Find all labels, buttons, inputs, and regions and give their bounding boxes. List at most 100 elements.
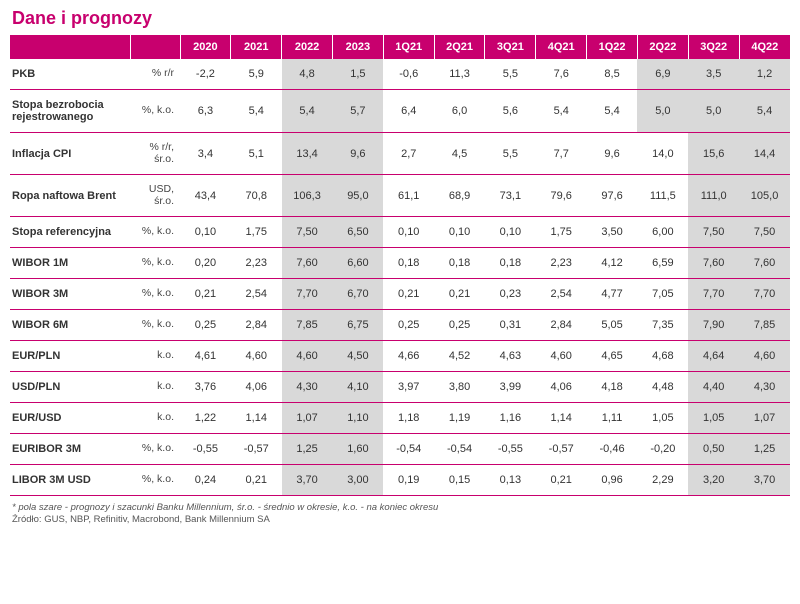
data-cell: -0,46 (587, 434, 638, 465)
data-cell: 4,8 (282, 59, 333, 90)
data-cell: 6,59 (637, 248, 688, 279)
footnote-source: Źródło: GUS, NBP, Refinitiv, Macrobond, … (12, 514, 270, 525)
data-cell: 1,19 (434, 403, 485, 434)
data-cell: 3,99 (485, 372, 536, 403)
data-cell: -2,2 (180, 59, 231, 90)
data-cell: 1,07 (282, 403, 333, 434)
data-cell: 79,6 (536, 175, 587, 217)
data-cell: 0,21 (536, 465, 587, 496)
data-cell: 2,84 (536, 310, 587, 341)
data-cell: 0,18 (383, 248, 434, 279)
data-cell: 4,60 (282, 341, 333, 372)
data-cell: -0,20 (637, 434, 688, 465)
header-col: 2023 (332, 35, 383, 59)
data-cell: 5,4 (587, 90, 638, 133)
data-cell: 2,84 (231, 310, 282, 341)
data-cell: 4,30 (282, 372, 333, 403)
data-cell: 6,0 (434, 90, 485, 133)
data-cell: 0,23 (485, 279, 536, 310)
data-cell: 3,20 (688, 465, 739, 496)
data-cell: 6,50 (332, 217, 383, 248)
data-cell: 2,54 (231, 279, 282, 310)
table-row: EUR/USDk.o.1,221,141,071,101,181,191,161… (10, 403, 790, 434)
data-cell: 4,61 (180, 341, 231, 372)
data-cell: 11,3 (434, 59, 485, 90)
header-col: 3Q21 (485, 35, 536, 59)
row-unit: USD, śr.o. (130, 175, 180, 217)
data-cell: -0,6 (383, 59, 434, 90)
table-row: EUR/PLNk.o.4,614,604,604,504,664,524,634… (10, 341, 790, 372)
data-cell: 6,4 (383, 90, 434, 133)
data-cell: 2,7 (383, 133, 434, 175)
row-unit: %, k.o. (130, 465, 180, 496)
data-cell: 97,6 (587, 175, 638, 217)
data-cell: 2,23 (536, 248, 587, 279)
data-cell: 0,10 (383, 217, 434, 248)
data-cell: 3,76 (180, 372, 231, 403)
row-label: WIBOR 6M (10, 310, 130, 341)
data-cell: 105,0 (739, 175, 790, 217)
data-cell: 4,60 (536, 341, 587, 372)
row-unit: % r/r (130, 59, 180, 90)
data-cell: 4,68 (637, 341, 688, 372)
data-cell: 0,13 (485, 465, 536, 496)
header-row: 20202021202220231Q212Q213Q214Q211Q222Q22… (10, 35, 790, 59)
data-cell: 1,10 (332, 403, 383, 434)
data-cell: 1,75 (231, 217, 282, 248)
data-cell: 0,31 (485, 310, 536, 341)
data-cell: 4,63 (485, 341, 536, 372)
data-cell: 14,0 (637, 133, 688, 175)
data-cell: 5,4 (231, 90, 282, 133)
data-cell: 13,4 (282, 133, 333, 175)
data-cell: 1,14 (536, 403, 587, 434)
page-title: Dane i prognozy (10, 6, 790, 35)
data-cell: 4,12 (587, 248, 638, 279)
data-cell: 5,5 (485, 59, 536, 90)
data-cell: 5,9 (231, 59, 282, 90)
data-cell: 5,1 (231, 133, 282, 175)
table-row: WIBOR 3M%, k.o.0,212,547,706,700,210,210… (10, 279, 790, 310)
data-cell: -0,57 (536, 434, 587, 465)
data-cell: 1,05 (688, 403, 739, 434)
data-cell: 7,50 (282, 217, 333, 248)
data-cell: 7,60 (282, 248, 333, 279)
data-cell: 2,54 (536, 279, 587, 310)
row-unit: %, k.o. (130, 248, 180, 279)
data-cell: 5,05 (587, 310, 638, 341)
table-row: WIBOR 1M%, k.o.0,202,237,606,600,180,180… (10, 248, 790, 279)
row-unit: k.o. (130, 341, 180, 372)
data-cell: 111,5 (637, 175, 688, 217)
data-cell: 5,0 (688, 90, 739, 133)
data-cell: -0,54 (383, 434, 434, 465)
data-cell: 0,15 (434, 465, 485, 496)
data-cell: 6,75 (332, 310, 383, 341)
data-cell: 3,80 (434, 372, 485, 403)
table-row: Ropa naftowa BrentUSD, śr.o.43,470,8106,… (10, 175, 790, 217)
data-cell: 4,48 (637, 372, 688, 403)
row-label: Stopa bezrobocia rejestrowanego (10, 90, 130, 133)
data-cell: 14,4 (739, 133, 790, 175)
data-cell: 4,40 (688, 372, 739, 403)
row-unit: %, k.o. (130, 217, 180, 248)
data-cell: 4,60 (231, 341, 282, 372)
data-cell: 43,4 (180, 175, 231, 217)
data-cell: -0,55 (180, 434, 231, 465)
row-label: EURIBOR 3M (10, 434, 130, 465)
data-cell: 5,4 (739, 90, 790, 133)
data-cell: 4,66 (383, 341, 434, 372)
data-cell: -0,55 (485, 434, 536, 465)
row-unit: k.o. (130, 372, 180, 403)
header-blank-label (10, 35, 130, 59)
data-cell: 1,05 (637, 403, 688, 434)
row-label: EUR/USD (10, 403, 130, 434)
data-cell: 0,21 (434, 279, 485, 310)
data-cell: 7,70 (688, 279, 739, 310)
data-cell: 3,97 (383, 372, 434, 403)
data-cell: 4,77 (587, 279, 638, 310)
table-row: USD/PLNk.o.3,764,064,304,103,973,803,994… (10, 372, 790, 403)
data-cell: 7,50 (688, 217, 739, 248)
data-cell: 5,6 (485, 90, 536, 133)
data-cell: 4,64 (688, 341, 739, 372)
data-cell: 5,5 (485, 133, 536, 175)
row-unit: %, k.o. (130, 279, 180, 310)
